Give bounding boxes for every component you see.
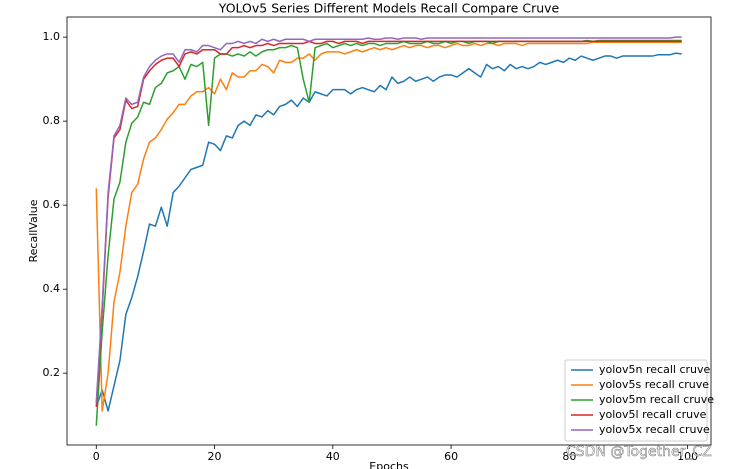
y-tick-label: 0.4 [43, 282, 61, 295]
legend-label: yolov5l recall cruve [599, 408, 707, 421]
legend-box [564, 359, 708, 442]
y-tick-label: 0.6 [43, 198, 61, 211]
legend-label: yolov5s recall cruve [599, 378, 709, 391]
legend-label: yolov5x recall cruve [599, 423, 710, 436]
x-tick-label: 60 [444, 450, 458, 463]
y-tick-label: 1.0 [43, 30, 61, 43]
x-tick-label: 20 [208, 450, 222, 463]
chart-title: YOLOv5 Series Different Models Recall Co… [218, 1, 560, 16]
x-tick-label: 40 [326, 450, 340, 463]
x-tick-label: 80 [562, 450, 576, 463]
y-tick-label: 0.8 [43, 114, 61, 127]
series-line [95, 52, 682, 412]
legend-label: yolov5m recall cruve [599, 393, 714, 406]
x-axis-label: Epochs [369, 460, 409, 469]
x-tick-label: 100 [677, 450, 698, 463]
legend-label: yolov5n recall cruve [599, 363, 711, 376]
y-axis-label: RecallValue [27, 199, 40, 262]
watermark: CSDN @Together_CZ [566, 444, 712, 460]
x-tick-label: 0 [93, 450, 100, 463]
y-tick-label: 0.2 [43, 366, 61, 379]
plot-frame [66, 16, 712, 446]
series-line [95, 36, 682, 403]
series-line [95, 41, 682, 412]
series-line [95, 40, 682, 407]
